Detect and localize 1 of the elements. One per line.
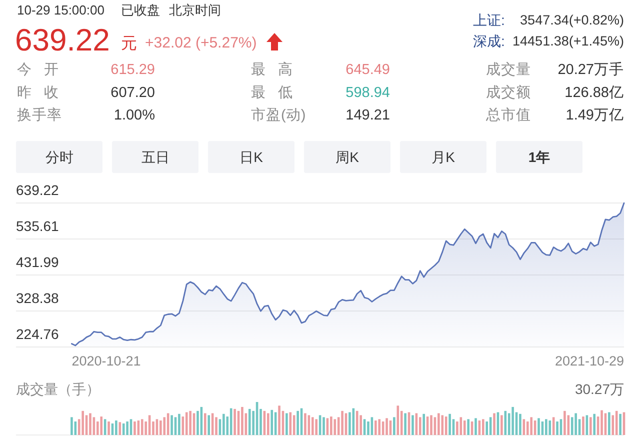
annotation: 30.27万: [574, 381, 624, 397]
